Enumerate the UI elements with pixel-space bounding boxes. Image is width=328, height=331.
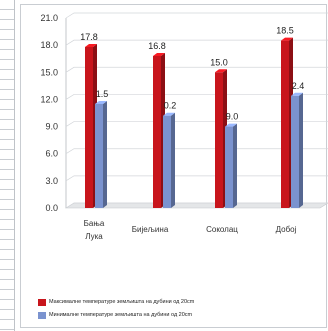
data-label: 17.8 (80, 32, 98, 42)
x-tick-label: Добој (276, 225, 297, 234)
y-tick-label: 15.0 (40, 67, 58, 77)
gridline (65, 66, 328, 73)
gridline (65, 12, 328, 19)
bar (85, 46, 93, 209)
legend: Максималне температуре земљишта на дубин… (38, 296, 323, 322)
legend-label-min: Минималне температуре земљишта на дубини… (49, 312, 193, 318)
bar-top (291, 92, 303, 96)
bar (281, 40, 289, 208)
y-tick-label: 21.0 (40, 13, 58, 23)
y-tick-label: 18.0 (40, 40, 58, 50)
legend-label-max: Максималне температуре земљишта на дубин… (49, 299, 195, 305)
gridline (65, 94, 328, 100)
y-tick-label: 6.0 (45, 149, 58, 159)
bar-top (85, 43, 97, 47)
bar (215, 72, 223, 209)
gridline (65, 39, 328, 46)
legend-swatch-min (38, 312, 46, 319)
data-label: 16.8 (148, 41, 166, 51)
legend-item-min: Минималне температуре земљишта на дубини… (38, 309, 323, 322)
y-tick-label: 9.0 (45, 122, 58, 132)
data-label: 2.4 (292, 81, 305, 91)
legend-swatch-max (38, 299, 46, 306)
y-tick-label: 0.0 (45, 203, 58, 213)
bar-top (225, 123, 237, 127)
bar-top (281, 37, 293, 41)
bar-top (95, 100, 107, 104)
data-label: 9.0 (226, 112, 239, 122)
x-tick-label: Бања (84, 219, 105, 228)
data-label: 15.0 (210, 57, 228, 67)
gridline (65, 121, 328, 127)
data-label: 1.5 (96, 89, 109, 99)
bar-side (171, 112, 175, 208)
gridline (65, 148, 328, 155)
bar-top (153, 53, 165, 56)
gridline (65, 175, 328, 182)
bar (225, 126, 233, 208)
bar (153, 56, 161, 208)
bar (291, 95, 299, 208)
bar (163, 115, 171, 208)
data-label: 0.2 (164, 101, 177, 111)
legend-item-max: Максималне температуре земљишта на дубин… (38, 296, 323, 309)
x-tick-label: Лука (85, 232, 103, 241)
bar-top (215, 69, 227, 73)
bar-side (103, 100, 107, 208)
data-label: 18.5 (276, 26, 294, 36)
bar-side (233, 123, 237, 208)
adjacent-table-edge (0, 0, 15, 331)
y-tick-label: 12.0 (40, 94, 58, 104)
bar-side (299, 92, 303, 208)
x-tick-label: Соколац (206, 225, 238, 234)
y-tick-label: 3.0 (45, 176, 58, 186)
bar (95, 103, 103, 208)
bar-top (163, 112, 175, 116)
gridline (65, 202, 328, 209)
x-tick-label: Бијељина (132, 225, 169, 234)
